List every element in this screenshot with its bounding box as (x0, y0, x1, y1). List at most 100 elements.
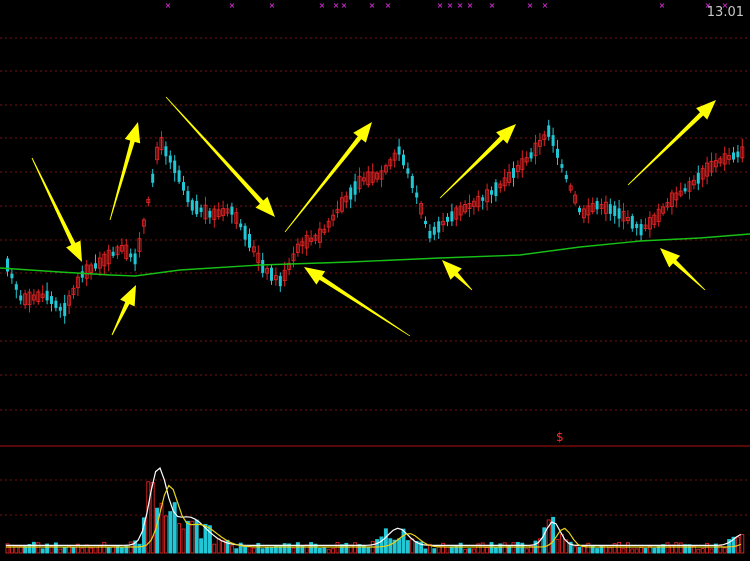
candle-body-64 (287, 262, 292, 270)
candle-body-49 (221, 208, 226, 217)
candle-body-38 (173, 160, 177, 174)
candle-body-150 (665, 202, 670, 208)
candle-body-13 (63, 302, 67, 317)
top-marker-15: × (659, 1, 666, 10)
candle-body-44 (199, 207, 203, 212)
candle-body-139 (617, 208, 621, 219)
volume-bar-40 (181, 528, 186, 554)
volume-bar-80 (357, 544, 362, 554)
candle-body-93 (415, 192, 419, 198)
volume-bar-12 (58, 548, 63, 554)
candle-body-154 (683, 188, 687, 192)
volume-bar-86 (383, 528, 388, 554)
volume-bar-70 (313, 543, 318, 554)
volume-bar-22 (102, 541, 107, 554)
candle-body-40 (182, 182, 185, 191)
candle-body-14 (67, 295, 72, 306)
candle-body-156 (691, 179, 696, 186)
candle-body-63 (282, 269, 287, 281)
candle-body-104 (463, 204, 468, 213)
candle-body-53 (239, 223, 243, 228)
candle-body-135 (599, 204, 604, 209)
volume-bar-55 (247, 545, 252, 554)
annotation-arrow-2 (111, 285, 136, 336)
candle-body-95 (424, 220, 427, 225)
candle-body-142 (630, 216, 634, 229)
volume-bar-73 (326, 548, 331, 554)
volume-bar-19 (89, 547, 94, 554)
candle-body-91 (406, 168, 410, 174)
candle-body-22 (102, 253, 107, 267)
volume-bar-132 (586, 542, 591, 554)
candle-body-3 (19, 295, 23, 301)
volume-bar-162 (718, 545, 723, 554)
volume-bar-142 (630, 548, 635, 554)
volume-bar-57 (256, 542, 261, 554)
candle-body-102 (454, 207, 459, 220)
volume-bar-157 (696, 548, 701, 554)
candle-body-66 (295, 243, 300, 253)
candle-body-122 (542, 134, 547, 141)
candle-body-39 (177, 170, 181, 182)
candle-body-62 (278, 275, 282, 287)
candle-body-124 (551, 135, 555, 146)
volume-bar-48 (216, 538, 221, 554)
volume-bar-158 (700, 547, 705, 554)
candle-body-148 (656, 208, 661, 222)
candle-body-161 (713, 160, 718, 168)
candle-body-112 (498, 183, 503, 189)
candle-body-133 (590, 203, 595, 212)
volume-bar-0 (5, 543, 10, 554)
top-marker-5: × (341, 1, 348, 10)
volume-bar-137 (608, 547, 613, 554)
candle-body-109 (485, 189, 490, 203)
volume-bar-92 (410, 538, 415, 554)
candle-body-81 (361, 177, 366, 182)
volume-bar-58 (260, 548, 265, 554)
candle-body-32 (146, 198, 151, 204)
volume-bar-165 (731, 536, 736, 554)
volume-bar-18 (84, 544, 89, 554)
candle-body-90 (402, 154, 405, 166)
volume-bar-106 (471, 548, 476, 554)
volume-ma-white (6, 466, 742, 546)
volume-bar-122 (542, 527, 547, 554)
candle-body-28 (129, 253, 133, 258)
volume-bar-155 (687, 544, 692, 554)
candle-body-36 (164, 146, 168, 157)
candle-body-151 (669, 192, 674, 207)
candle-body-19 (89, 264, 94, 274)
volume-bar-93 (414, 540, 419, 554)
candle-body-155 (687, 181, 692, 192)
candle-body-57 (256, 252, 261, 264)
candle-body-86 (383, 165, 388, 173)
volume-bar-163 (722, 547, 727, 554)
candle-body-140 (621, 211, 626, 222)
candle-body-50 (225, 208, 230, 214)
candle-body-75 (335, 208, 340, 214)
volume-bar-153 (678, 542, 683, 554)
candle-body-9 (45, 290, 49, 301)
volume-bar-45 (203, 523, 208, 554)
top-marker-8: × (437, 1, 444, 10)
price-grid (0, 37, 750, 411)
volume-bar-94 (419, 541, 424, 554)
volume-bar-51 (229, 545, 234, 554)
volume-bar-147 (652, 547, 657, 554)
annotation-arrow-9 (660, 248, 706, 291)
volume-bar-114 (507, 545, 512, 554)
candle-body-128 (568, 185, 573, 191)
volume-bar-37 (168, 511, 173, 554)
candle-body-117 (520, 158, 525, 171)
volume-bar-143 (634, 548, 639, 554)
volume-bar-130 (577, 546, 582, 554)
volume-bar-107 (476, 543, 481, 554)
candle-body-94 (419, 203, 424, 215)
volume-bar-34 (155, 507, 160, 554)
volume-bar-75 (335, 542, 340, 554)
volume-bar-41 (185, 520, 190, 554)
volume-bar-88 (392, 539, 397, 554)
candle-body-21 (97, 257, 102, 269)
